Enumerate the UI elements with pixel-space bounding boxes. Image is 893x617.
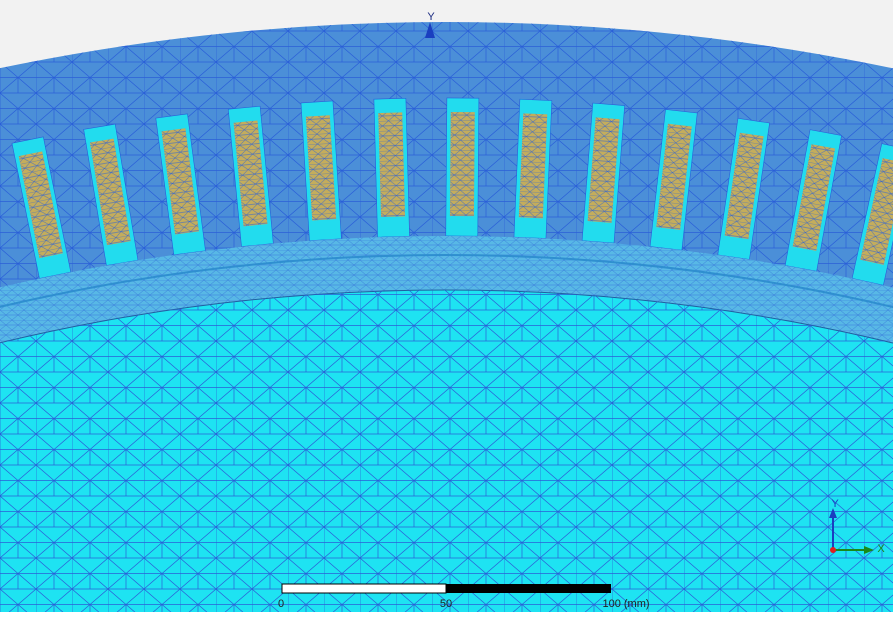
scale-bar-black <box>446 584 611 593</box>
winding-mesh <box>587 117 620 223</box>
winding-mesh <box>305 115 337 221</box>
y-axis-marker <box>425 22 435 38</box>
winding-mesh <box>724 132 764 240</box>
winding-mesh <box>89 138 131 246</box>
slot <box>11 136 72 279</box>
winding-mesh <box>792 144 836 251</box>
winding-mesh <box>860 158 893 265</box>
slot <box>300 100 342 242</box>
winding-mesh <box>656 123 692 230</box>
winding-mesh <box>18 151 63 259</box>
winding-mesh <box>518 113 548 219</box>
slots <box>11 97 893 286</box>
scale-label: 100 (mm) <box>602 598 649 610</box>
slot <box>155 113 206 256</box>
rotor-mesh <box>0 290 893 612</box>
scale-bar-white <box>281 583 447 594</box>
triad-y-label: Y <box>831 498 839 510</box>
slot <box>373 98 410 238</box>
triad-x-label: X <box>877 543 885 555</box>
scale-label: 50 <box>440 598 452 610</box>
y-axis-label: Y <box>427 11 435 23</box>
triad-z <box>830 547 836 553</box>
slot <box>445 97 480 237</box>
scale-label: 0 <box>278 598 284 610</box>
slot <box>513 98 553 239</box>
winding-mesh <box>233 120 268 227</box>
winding-mesh <box>449 111 475 217</box>
slot <box>717 117 770 260</box>
triad-x-head <box>864 546 874 554</box>
slot <box>227 105 274 247</box>
slot <box>83 123 139 266</box>
winding-mesh <box>378 112 406 218</box>
winding-mesh <box>161 128 199 235</box>
triad-y-head <box>829 508 837 518</box>
band-line <box>0 254 893 309</box>
slot <box>581 102 626 244</box>
